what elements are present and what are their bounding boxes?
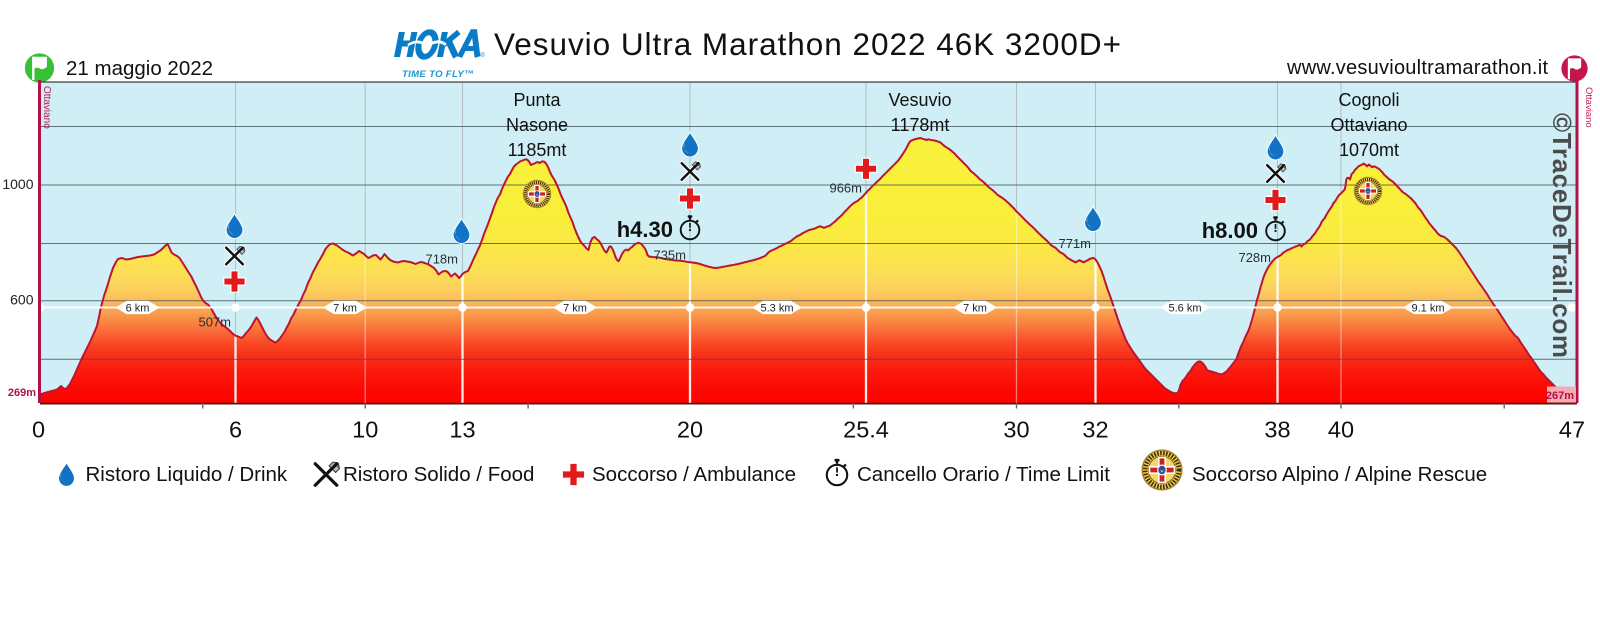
svg-text:771m: 771m — [1058, 236, 1091, 251]
svg-text:20: 20 — [677, 417, 703, 443]
svg-text:®: ® — [480, 51, 485, 59]
svg-text:728m: 728m — [1238, 250, 1271, 265]
svg-text:5.3 km: 5.3 km — [760, 302, 793, 314]
svg-text:Ottaviano: Ottaviano — [1330, 115, 1407, 135]
svg-text:507m: 507m — [198, 315, 231, 330]
svg-text:267m: 267m — [1546, 390, 1574, 402]
svg-text:©TraceDeTrail.com: ©TraceDeTrail.com — [1547, 113, 1577, 358]
svg-text:1000: 1000 — [2, 176, 33, 192]
svg-text:Ottaviano: Ottaviano — [1583, 87, 1594, 128]
svg-text:1178mt: 1178mt — [891, 115, 950, 135]
svg-text:5.6 km: 5.6 km — [1168, 302, 1201, 314]
svg-text:Cognoli: Cognoli — [1338, 90, 1399, 110]
svg-text:6: 6 — [229, 417, 242, 443]
svg-text:TIME TO FLY™: TIME TO FLY™ — [402, 69, 474, 80]
svg-text:Vesuvio Ultra Marathon 2022 46: Vesuvio Ultra Marathon 2022 46K 3200D+ — [494, 26, 1121, 62]
svg-text:32: 32 — [1082, 417, 1108, 443]
svg-text:Ottaviano: Ottaviano — [41, 86, 52, 129]
svg-text:718m: 718m — [425, 252, 458, 267]
svg-text:7 km: 7 km — [333, 302, 357, 314]
svg-text:735m: 735m — [653, 248, 686, 263]
svg-text:269m: 269m — [8, 387, 36, 399]
svg-text:Soccorso Alpino / Alpine Rescu: Soccorso Alpino / Alpine Rescue — [1192, 463, 1487, 486]
svg-text:40: 40 — [1328, 417, 1354, 443]
svg-text:13: 13 — [449, 417, 475, 443]
svg-text:0: 0 — [32, 417, 45, 443]
svg-text:Punta: Punta — [513, 90, 561, 110]
svg-text:966m: 966m — [829, 181, 862, 196]
svg-text:25.4: 25.4 — [843, 417, 889, 443]
svg-text:1185mt: 1185mt — [508, 140, 567, 160]
svg-text:38: 38 — [1264, 417, 1290, 443]
svg-text:Ristoro Solido / Food: Ristoro Solido / Food — [343, 463, 534, 486]
svg-text:Soccorso / Ambulance: Soccorso / Ambulance — [592, 463, 796, 486]
svg-text:6 km: 6 km — [126, 302, 150, 314]
svg-text:21 maggio 2022: 21 maggio 2022 — [66, 57, 213, 80]
svg-text:Nasone: Nasone — [506, 115, 568, 135]
svg-text:7 km: 7 km — [963, 302, 987, 314]
svg-text:10: 10 — [352, 417, 378, 443]
svg-text:600: 600 — [10, 291, 34, 307]
svg-text:Ristoro Liquido / Drink: Ristoro Liquido / Drink — [86, 463, 288, 486]
svg-text:7 km: 7 km — [563, 302, 587, 314]
svg-text:Vesuvio: Vesuvio — [888, 90, 951, 110]
svg-text:9.1 km: 9.1 km — [1411, 302, 1444, 314]
svg-text:Cancello Orario / Time Limit: Cancello Orario / Time Limit — [857, 463, 1110, 486]
svg-text:h8.00: h8.00 — [1202, 218, 1258, 243]
svg-text:www.vesuvioultramarathon.it: www.vesuvioultramarathon.it — [1286, 57, 1548, 79]
svg-text:1070mt: 1070mt — [1339, 140, 1399, 160]
svg-text:47: 47 — [1559, 417, 1585, 443]
svg-text:h4.30: h4.30 — [617, 217, 673, 242]
svg-text:30: 30 — [1003, 417, 1029, 443]
